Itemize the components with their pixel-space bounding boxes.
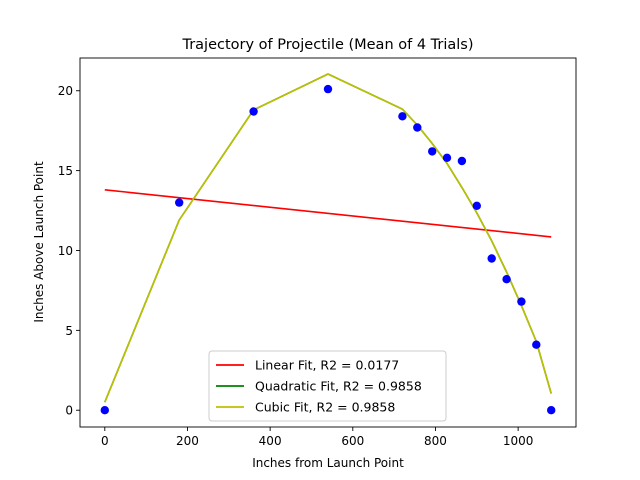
data-point [502,275,511,284]
y-tick-label: 5 [65,324,73,338]
legend-box [208,350,447,422]
x-tick-label: 800 [424,434,447,448]
data-point [175,198,184,207]
data-point [532,340,541,349]
legend-label: Quadratic Fit, R2 = 0.9858 [255,379,422,394]
series-line-2 [104,73,552,403]
data-point [547,406,556,415]
data-point [472,201,481,210]
x-tick-label: 200 [176,434,199,448]
data-point [413,123,422,132]
y-tick-label: 0 [65,404,73,418]
x-tick-label: 400 [259,434,282,448]
legend: Linear Fit, R2 = 0.0177 Quadratic Fit, R2… [208,350,447,422]
data-point [100,406,110,415]
chart-title: Trajectory of Projectile (Mean of 4 Tria… [181,37,473,53]
axes-frame [79,57,577,428]
x-tick-label: 600 [341,434,364,448]
x-tick-label: 1000 [503,434,534,448]
data-point [457,156,467,166]
data-point [442,153,452,162]
y-axis-label: Inches Above Launch Point [32,161,46,323]
series-line-0 [104,189,552,238]
y-tick-label: 20 [58,84,73,98]
data-point [487,254,496,263]
y-tick-label: 10 [58,244,73,258]
data-point [428,147,437,156]
data-point [323,84,333,94]
y-tick-label: 15 [58,164,73,178]
data-point [249,107,258,116]
legend-label: Cubic Fit, R2 = 0.9858 [255,400,395,415]
plot-area: 0 200 400 600 800 1000 0 5 10 15 20 [58,57,577,448]
x-tick-label: 0 [101,434,109,448]
data-point [517,297,526,306]
data-point [398,112,407,121]
x-axis-label: Inches from Launch Point [252,456,404,470]
legend-label: Linear Fit, R2 = 0.0177 [255,358,399,373]
